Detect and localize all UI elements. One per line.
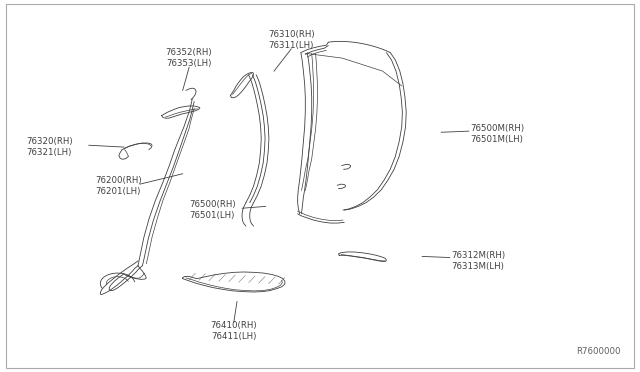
Text: R7600000: R7600000 (575, 347, 620, 356)
Text: 76200(RH)
76201(LH): 76200(RH) 76201(LH) (95, 176, 142, 196)
Text: 76312M(RH)
76313M(LH): 76312M(RH) 76313M(LH) (451, 251, 505, 271)
Text: 76500M(RH)
76501M(LH): 76500M(RH) 76501M(LH) (470, 124, 524, 144)
Text: 76320(RH)
76321(LH): 76320(RH) 76321(LH) (26, 137, 73, 157)
Text: 76410(RH)
76411(LH): 76410(RH) 76411(LH) (211, 321, 257, 341)
Text: 76310(RH)
76311(LH): 76310(RH) 76311(LH) (268, 29, 315, 49)
Text: 76352(RH)
76353(LH): 76352(RH) 76353(LH) (166, 48, 212, 68)
Text: 76500(RH)
76501(LH): 76500(RH) 76501(LH) (189, 200, 236, 220)
